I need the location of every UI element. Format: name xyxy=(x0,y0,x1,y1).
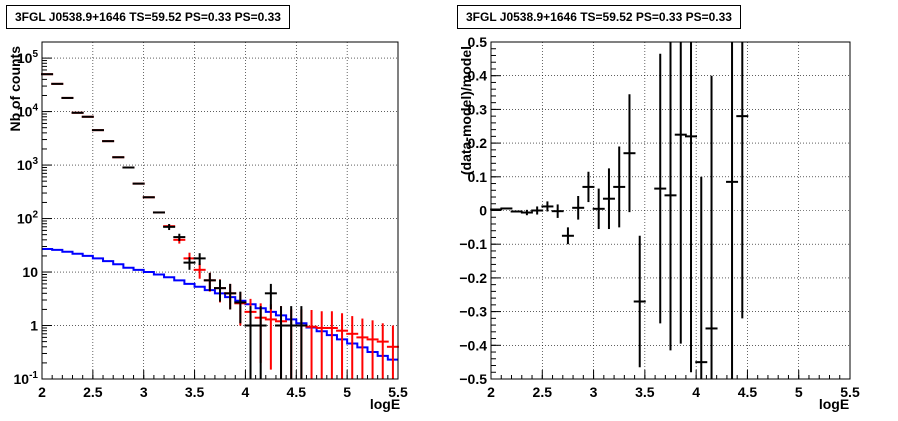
y-tick-label: 0 xyxy=(479,203,487,219)
residual-point xyxy=(520,209,533,216)
x-tick-label: 3.5 xyxy=(185,384,205,400)
residuals-chart: 2 2.5 3 3.5 4 4.5 5 5.5 −0.5 −0.4 −0.3 −0.2 −0.1 0 0.1… xyxy=(458,34,860,412)
x-axis-label: logE xyxy=(819,396,849,412)
black-data-point xyxy=(295,306,308,379)
red-data-point xyxy=(356,318,369,379)
black-series xyxy=(41,73,308,379)
residual-point xyxy=(664,42,677,351)
residual-point xyxy=(613,146,626,228)
residual-point xyxy=(623,94,636,213)
y-tick-label: 105 xyxy=(17,49,39,66)
y-tick-label: 104 xyxy=(17,103,39,120)
x-tick-label: 3 xyxy=(590,384,598,400)
black-data-point xyxy=(285,306,298,379)
y-tick-label: −0.3 xyxy=(459,304,487,320)
red-data-point xyxy=(305,310,318,379)
x-tick-label: 5 xyxy=(795,384,803,400)
black-data-point xyxy=(275,306,288,379)
residual-point xyxy=(561,227,574,245)
residual-point xyxy=(541,201,554,212)
residual-point xyxy=(705,75,718,379)
y-tick-label: 0.4 xyxy=(468,68,488,84)
y-axis-label: Nb of counts xyxy=(7,46,23,132)
y-tick-label: −0.4 xyxy=(459,337,487,353)
right-pad: 2 2.5 3 3.5 4 4.5 5 5.5 −0.5 −0.4 −0.3 −0.2 −0.1 0 0.1… xyxy=(449,0,898,421)
red-data-point xyxy=(193,263,206,279)
x-tick-label: 2 xyxy=(38,384,46,400)
residual-point xyxy=(654,53,667,324)
y-tick-label: 10 xyxy=(22,264,38,280)
black-data-point xyxy=(183,257,196,270)
residual-point xyxy=(726,42,739,379)
black-data-point xyxy=(173,233,186,242)
gridlines xyxy=(42,42,398,379)
y-tick-label: 0.2 xyxy=(468,135,488,151)
axis-ticks: 2 2.5 3 3.5 4 4.5 5 5.5 −0.5 −0.4 −0.3 −0.2 −0.1 0 0.1… xyxy=(459,34,860,400)
black-data-point xyxy=(254,306,267,379)
x-tick-label: 4 xyxy=(692,384,700,400)
black-data-point xyxy=(244,306,257,379)
red-data-point xyxy=(315,311,328,379)
y-tick-label: 0.3 xyxy=(468,101,488,117)
y-tick-label: −0.2 xyxy=(459,270,487,286)
red-data-point xyxy=(264,304,277,370)
x-axis-label: logE xyxy=(370,396,400,412)
residual-point xyxy=(674,42,687,344)
red-data-point xyxy=(376,323,389,379)
y-tick-label: 102 xyxy=(17,210,39,227)
x-tick-label: 5.5 xyxy=(840,384,860,400)
residual-series xyxy=(490,42,749,379)
y-tick-label: 1 xyxy=(30,318,38,334)
x-tick-label: 3.5 xyxy=(635,384,655,400)
red-data-point xyxy=(346,316,359,379)
chart-title: 3FGL J0538.9+1646 TS=59.52 PS=0.33 PS=0.… xyxy=(6,5,290,29)
red-data-point xyxy=(336,313,349,379)
x-tick-label: 2.5 xyxy=(533,384,553,400)
residual-point xyxy=(633,235,646,368)
y-tick-label: 0.5 xyxy=(468,34,488,50)
black-data-point xyxy=(234,291,247,324)
x-tick-label: 4 xyxy=(242,384,250,400)
residual-point xyxy=(582,171,595,203)
chart-title: 3FGL J0538.9+1646 TS=59.52 PS=0.33 PS=0.… xyxy=(457,5,741,29)
residual-point xyxy=(685,42,698,373)
left-pad: 2 2.5 3 3.5 4 4.5 5 5.5 10-1 1 10 102 103 104 105 logE… xyxy=(6,5,408,412)
black-data-point xyxy=(264,283,277,310)
model-step-line xyxy=(42,247,398,361)
y-tick-label: 10-1 xyxy=(14,370,39,387)
axis-ticks: 2 2.5 3 3.5 4 4.5 5 5.5 10-1 1 10 102 103 104 105 xyxy=(14,41,408,400)
y-tick-label: 0.1 xyxy=(468,169,488,185)
red-data-point xyxy=(366,320,379,379)
residual-point xyxy=(551,204,564,218)
red-series xyxy=(41,73,399,379)
black-data-point xyxy=(203,272,216,292)
model-series xyxy=(42,247,398,361)
x-tick-label: 3 xyxy=(140,384,148,400)
plot-frame xyxy=(41,41,399,380)
residual-point xyxy=(531,206,544,215)
x-tick-label: 5.5 xyxy=(388,384,408,400)
red-data-point xyxy=(386,325,399,379)
counts-histogram-chart: 2 2.5 3 3.5 4 4.5 5 5.5 10-1 1 10 102 103 104 105 logE… xyxy=(7,41,408,412)
black-data-point xyxy=(214,279,226,302)
x-tick-label: 4.5 xyxy=(287,384,307,400)
x-tick-label: 5 xyxy=(343,384,351,400)
x-tick-label: 4.5 xyxy=(738,384,758,400)
residual-point xyxy=(592,188,605,230)
y-axis-label: (data-model)/model xyxy=(458,46,474,175)
y-tick-label: −0.5 xyxy=(459,371,487,387)
red-data-point xyxy=(325,311,338,379)
black-data-point xyxy=(193,253,206,266)
black-data-point xyxy=(163,224,176,231)
x-tick-label: 2 xyxy=(487,384,495,400)
residual-point xyxy=(602,168,615,230)
y-tick-label: 103 xyxy=(17,156,39,173)
residual-point xyxy=(572,196,585,220)
black-data-point xyxy=(224,283,237,310)
y-tick-label: −0.1 xyxy=(459,236,487,252)
x-tick-label: 2.5 xyxy=(83,384,103,400)
residual-point xyxy=(695,176,708,379)
residual-point xyxy=(736,42,749,319)
